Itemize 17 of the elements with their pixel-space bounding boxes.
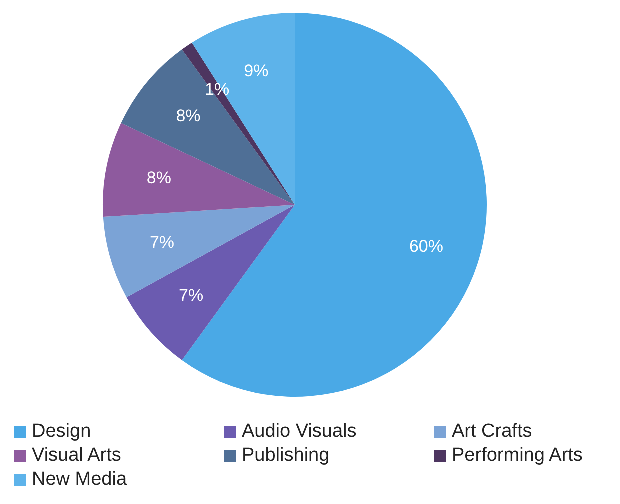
legend-label: Visual Arts (32, 445, 122, 466)
data-label: 8% (176, 106, 201, 126)
data-label: 8% (146, 168, 172, 188)
legend-label: Audio Visuals (242, 421, 357, 442)
data-label: 7% (179, 286, 204, 305)
legend-label: New Media (32, 469, 128, 490)
legend-label: Design (32, 421, 92, 442)
data-label: 7% (150, 233, 175, 252)
pie-slice (126, 205, 295, 360)
data-label: 9% (244, 62, 269, 81)
data-label: 60% (409, 237, 444, 256)
data-label: 1% (205, 80, 230, 100)
legend-label: Performing Arts (452, 445, 583, 466)
pie-slice (121, 50, 295, 205)
legend-label: Art Crafts (452, 421, 532, 442)
legend-label: Publishing (242, 445, 330, 466)
pie-slice (103, 123, 295, 218)
